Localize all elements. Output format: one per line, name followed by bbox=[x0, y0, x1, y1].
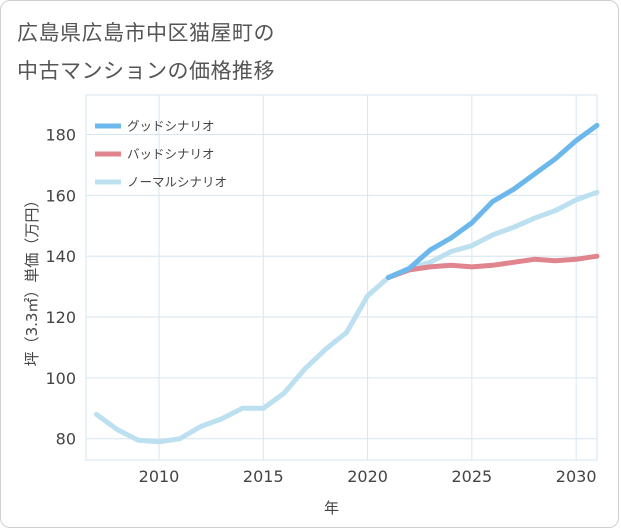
y-tick-labels: 80 100 120 140 160 180 bbox=[45, 126, 76, 449]
legend-label-normal: ノーマルシナリオ bbox=[127, 175, 227, 190]
y-tick-label: 100 bbox=[45, 369, 76, 388]
legend-label-good: グッドシナリオ bbox=[127, 119, 215, 134]
legend-label-bad: バッドシナリオ bbox=[127, 147, 215, 162]
chart-title-line2: 中古マンションの価格推移 bbox=[17, 59, 275, 83]
y-tick-label: 120 bbox=[45, 308, 76, 327]
x-tick-labels: 2010 2015 2020 2025 2030 bbox=[139, 467, 597, 486]
series-line-good bbox=[385, 122, 600, 280]
y-tick-label: 80 bbox=[56, 430, 76, 449]
x-tick-label: 2015 bbox=[243, 467, 284, 486]
grid-lines bbox=[85, 94, 598, 461]
y-tick-label: 180 bbox=[45, 126, 76, 145]
x-tick-label: 2025 bbox=[451, 467, 492, 486]
plot-area bbox=[85, 94, 598, 461]
chart-title: 広島県広島市中区猫屋町の 中古マンションの価格推移 bbox=[17, 14, 577, 90]
legend: グッドシナリオ バッドシナリオ ノーマルシナリオ bbox=[95, 119, 227, 190]
x-tick-label: 2010 bbox=[139, 467, 180, 486]
x-tick-label: 2020 bbox=[347, 467, 388, 486]
y-tick-label: 140 bbox=[45, 247, 76, 266]
x-axis-title: 年 bbox=[324, 499, 339, 517]
series-lines bbox=[93, 122, 600, 445]
series-line-bad bbox=[385, 253, 600, 280]
x-tick-label: 2030 bbox=[556, 467, 597, 486]
y-axis-title: 坪（3.3㎡）単価（万円） bbox=[23, 193, 41, 367]
chart-title-line1: 広島県広島市中区猫屋町の bbox=[17, 21, 275, 45]
series-line-normal bbox=[93, 189, 600, 445]
y-tick-label: 160 bbox=[45, 186, 76, 205]
